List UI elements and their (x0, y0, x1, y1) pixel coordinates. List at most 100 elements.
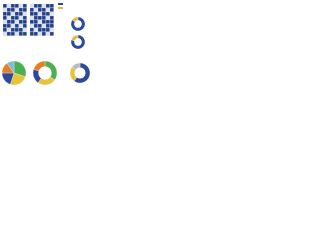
heatmap-cell (10, 15, 15, 20)
heatmap-cell (41, 31, 46, 36)
heatmap-cell (10, 31, 15, 36)
heatmap-cell (45, 27, 50, 32)
heatmap-cell (33, 3, 38, 8)
heatmap-cell (49, 11, 54, 16)
heatmap-cell (18, 11, 23, 16)
heatmap-cell (29, 3, 34, 8)
heatmap-cell (45, 15, 50, 20)
heatmap-cell (41, 15, 46, 20)
heatmap-cell (29, 31, 34, 36)
heatmap-cell (22, 31, 27, 36)
heatmap-cell (37, 11, 42, 16)
heatmap-cell (45, 23, 50, 28)
heatmap-cell (37, 3, 42, 8)
donut-hole (74, 20, 82, 28)
heatmap-cell (14, 23, 19, 28)
heatmap-cell (33, 11, 38, 16)
heatmap-cell (41, 11, 46, 16)
heatmap-cell (18, 31, 23, 36)
heatmap-cell (29, 7, 34, 12)
heatmap-cell (22, 7, 27, 12)
heatmap-cell (41, 19, 46, 24)
heatmap-cell (29, 23, 34, 28)
heatmap-cell (29, 15, 34, 20)
heatmap-cell (14, 7, 19, 12)
heatmap-cell (6, 7, 11, 12)
heatmap-cell (14, 11, 19, 16)
donut-hole (74, 67, 86, 79)
heatmap-cell (18, 15, 23, 20)
heatmap-cell (37, 27, 42, 32)
heatmap-cell (37, 15, 42, 20)
heatmap-cell (22, 3, 27, 8)
heatmap-cell (10, 3, 15, 8)
heatmap-cell (41, 23, 46, 28)
legend-swatch (58, 7, 63, 9)
heatmap-cell (14, 27, 19, 32)
figure (1, 3, 91, 86)
heatmap-cell (45, 3, 50, 8)
heatmap-cell (33, 15, 38, 20)
heatmap-cell (37, 19, 42, 24)
legend-swatch (58, 3, 63, 5)
heatmap-cell (49, 19, 54, 24)
heatmap-cell (6, 27, 11, 32)
heatmap-cell (49, 23, 54, 28)
heatmap-cell (10, 27, 15, 32)
heatmap-cell (22, 27, 27, 32)
heatmap-cell (45, 7, 50, 12)
heatmap-cell (37, 31, 42, 36)
heatmap-cell (18, 3, 23, 8)
heatmap-cell (6, 11, 11, 16)
heatmap-cell (6, 15, 11, 20)
heatmap-cell (33, 7, 38, 12)
heatmap-cell (22, 15, 27, 20)
heatmap-cell (6, 3, 11, 8)
heatmap-cell (37, 23, 42, 28)
pie-slice (6, 60, 15, 74)
heatmap-cell (2, 7, 7, 12)
heatmap-cell (45, 11, 50, 16)
heatmap-cell (2, 11, 7, 16)
heatmap-cell (18, 19, 23, 24)
heatmap-cell (14, 31, 19, 36)
heatmap-cell (18, 27, 23, 32)
heatmap-cell (2, 23, 7, 28)
heatmap-cell (10, 19, 15, 24)
heatmap-cell (18, 23, 23, 28)
heatmap-cell (14, 19, 19, 24)
heatmap-cell (6, 23, 11, 28)
heatmap-cell (37, 7, 42, 12)
heatmap-cell (33, 31, 38, 36)
heatmap-cell (49, 3, 54, 8)
heatmap-cell (2, 27, 7, 32)
heatmap-cell (10, 23, 15, 28)
heatmap-cell (2, 3, 7, 8)
heatmap-cell (29, 27, 34, 32)
heatmap-cell (14, 3, 19, 8)
heatmap-cell (49, 31, 54, 36)
heatmap-cell (33, 19, 38, 24)
heatmap-cell (2, 31, 7, 36)
heatmap-cell (6, 19, 11, 24)
heatmap-cell (33, 27, 38, 32)
heatmap-cell (14, 15, 19, 20)
heatmap-cell (6, 31, 11, 36)
heatmap-cell (41, 27, 46, 32)
heatmap-cell (18, 7, 23, 12)
heatmap-cell (45, 19, 50, 24)
donut-hole (38, 66, 52, 80)
heatmap-cell (49, 27, 54, 32)
heatmap-cell (10, 7, 15, 12)
heatmap-cell (22, 11, 27, 16)
heatmap-cell (41, 3, 46, 8)
heatmap-cell (49, 15, 54, 20)
heatmap-cell (2, 15, 7, 20)
heatmap-cell (49, 7, 54, 12)
heatmap-cell (41, 7, 46, 12)
heatmap-cell (10, 11, 15, 16)
heatmap-cell (45, 31, 50, 36)
heatmap-cell (29, 11, 34, 16)
donut-hole (74, 38, 82, 46)
heatmap-cell (22, 19, 27, 24)
